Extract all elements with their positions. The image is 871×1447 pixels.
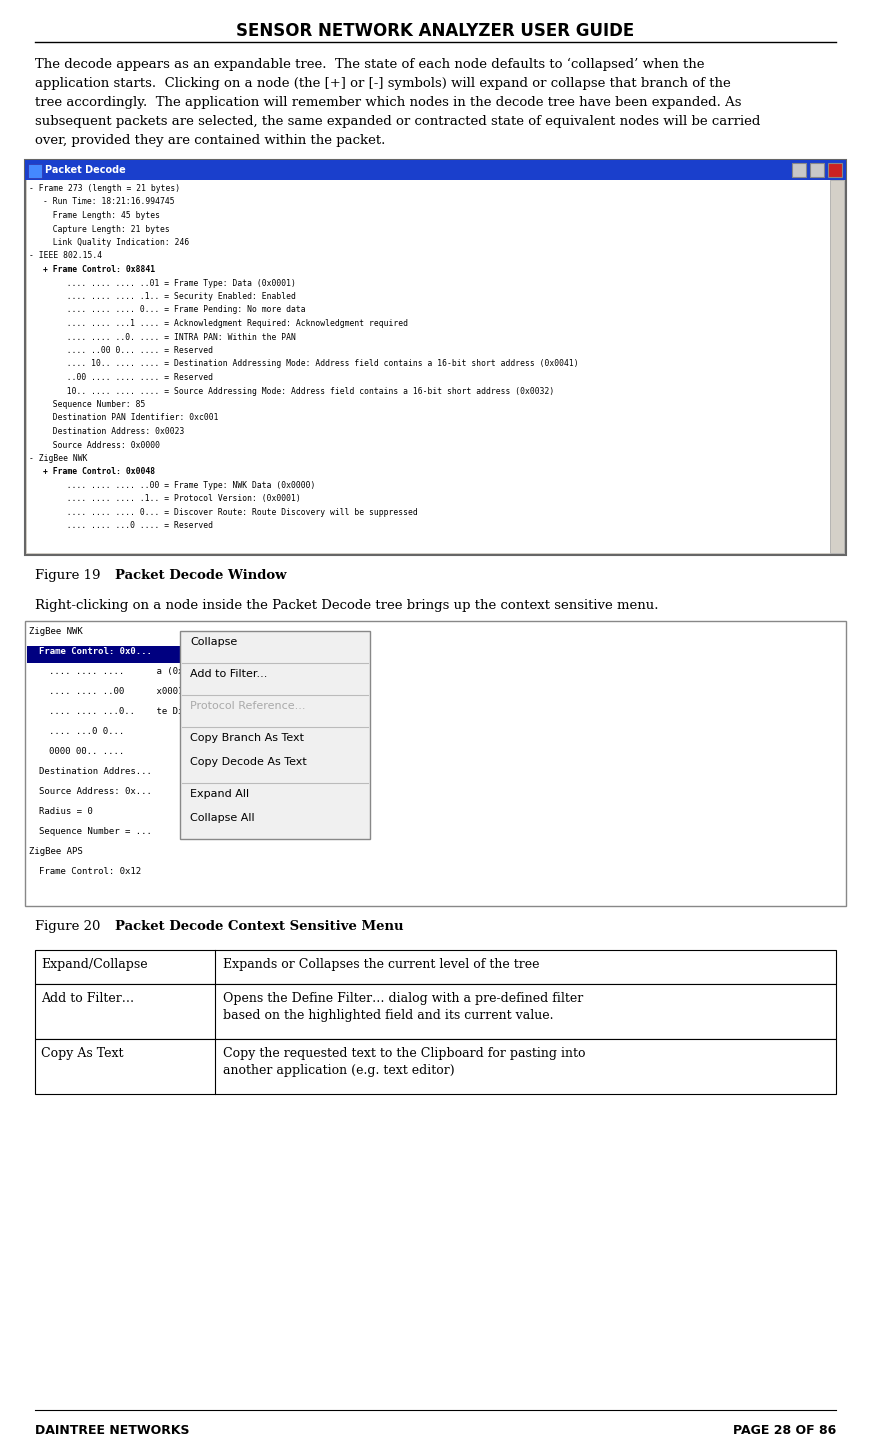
- Text: 10.. .... .... .... = Source Addressing Mode: Address field contains a 16-bit sh: 10.. .... .... .... = Source Addressing …: [57, 386, 554, 395]
- Bar: [25, 161, 846, 556]
- Text: Collapse: Collapse: [190, 637, 237, 647]
- Text: Collapse All: Collapse All: [190, 813, 254, 823]
- Text: .... .... .... ..01 = Frame Type: Data (0x0001): .... .... .... ..01 = Frame Type: Data (…: [57, 278, 296, 288]
- Text: 0000 00.. ....: 0000 00.. ....: [49, 747, 125, 755]
- Text: .... ...0 0...: .... ...0 0...: [49, 726, 125, 737]
- Text: ZigBee NWK: ZigBee NWK: [29, 627, 83, 637]
- Text: Figure 20: Figure 20: [35, 920, 100, 933]
- Bar: [28, 164, 42, 178]
- Text: .... .... .... .1.. = Protocol Version: (0x0001): .... .... .... .1.. = Protocol Version: …: [57, 495, 300, 504]
- Text: Frame Control: 0x0...: Frame Control: 0x0...: [39, 647, 152, 655]
- Text: .... .... ...1 .... = Acknowledgment Required: Acknowledgment required: .... .... ...1 .... = Acknowledgment Req…: [57, 318, 408, 328]
- Text: .... 10.. .... .... = Destination Addressing Mode: Address field contains a 16-b: .... 10.. .... .... = Destination Addres…: [57, 359, 578, 369]
- Bar: [27, 179, 830, 553]
- Text: Copy Decode As Text: Copy Decode As Text: [190, 757, 307, 767]
- Text: application starts.  Clicking on a node (the [+] or [-] symbols) will expand or : application starts. Clicking on a node (…: [35, 77, 731, 90]
- Text: Add to Filter...: Add to Filter...: [190, 669, 267, 679]
- Text: Link Quality Indication: 246: Link Quality Indication: 246: [43, 237, 189, 247]
- Text: .... .... ...0 .... = Reserved: .... .... ...0 .... = Reserved: [57, 521, 213, 531]
- Text: Source Address: 0x...: Source Address: 0x...: [39, 787, 152, 796]
- Text: Destination PAN Identifier: 0xc001: Destination PAN Identifier: 0xc001: [43, 414, 219, 423]
- Text: Add to Filter…: Add to Filter…: [41, 993, 134, 1006]
- Text: + Frame Control: 0x8841: + Frame Control: 0x8841: [43, 265, 155, 273]
- Text: subsequent packets are selected, the same expanded or contracted state of equiva: subsequent packets are selected, the sam…: [35, 114, 760, 127]
- Text: Radius = 0: Radius = 0: [39, 807, 92, 816]
- Text: Destination Addres...: Destination Addres...: [39, 767, 152, 776]
- Text: - ZigBee NWK: - ZigBee NWK: [29, 454, 87, 463]
- Text: The decode appears as an expandable tree.  The state of each node defaults to ‘c: The decode appears as an expandable tree…: [35, 58, 705, 71]
- Text: - Run Time: 18:21:16.994745: - Run Time: 18:21:16.994745: [43, 197, 174, 207]
- Text: Expand All: Expand All: [190, 789, 249, 799]
- Text: Sequence Number: 85: Sequence Number: 85: [43, 399, 145, 410]
- Text: over, provided they are contained within the packet.: over, provided they are contained within…: [35, 135, 385, 148]
- Text: Opens the Define Filter… dialog with a pre-defined filter: Opens the Define Filter… dialog with a p…: [223, 993, 584, 1006]
- Text: - IEEE 802.15.4: - IEEE 802.15.4: [29, 252, 102, 260]
- Text: another application (e.g. text editor): another application (e.g. text editor): [223, 1064, 455, 1077]
- Text: Packet Decode Context Sensitive Menu: Packet Decode Context Sensitive Menu: [115, 920, 403, 933]
- Text: Packet Decode: Packet Decode: [45, 165, 125, 175]
- Text: .... .... ..00      x0001): .... .... ..00 x0001): [49, 687, 189, 696]
- Bar: [25, 621, 846, 906]
- Text: SENSOR NETWORK ANALYZER USER GUIDE: SENSOR NETWORK ANALYZER USER GUIDE: [236, 22, 635, 41]
- Text: Copy As Text: Copy As Text: [41, 1048, 124, 1061]
- Bar: [810, 164, 824, 177]
- Bar: [35, 1039, 836, 1094]
- Text: PAGE 28 OF 86: PAGE 28 OF 86: [733, 1424, 836, 1437]
- Text: Right-clicking on a node inside the Packet Decode tree brings up the context sen: Right-clicking on a node inside the Pack…: [35, 599, 658, 612]
- Text: Figure 19: Figure 19: [35, 569, 100, 582]
- Text: Copy Branch As Text: Copy Branch As Text: [190, 734, 304, 742]
- Text: .... ..00 0... .... = Reserved: .... ..00 0... .... = Reserved: [57, 346, 213, 355]
- Text: ..00 .... .... .... = Reserved: ..00 .... .... .... = Reserved: [57, 373, 213, 382]
- Text: Expands or Collapses the current level of the tree: Expands or Collapses the current level o…: [223, 958, 539, 971]
- Text: .... .... ....      a (0x0000): .... .... .... a (0x0000): [49, 667, 210, 676]
- Bar: [25, 161, 846, 179]
- Text: .... .... .... ..00 = Frame Type: NWK Data (0x0000): .... .... .... ..00 = Frame Type: NWK Da…: [57, 480, 315, 491]
- Text: DAINTREE NETWORKS: DAINTREE NETWORKS: [35, 1424, 190, 1437]
- Text: .... .... ...0..    te Discovery will be suppressed: .... .... ...0.. te Discovery will be su…: [49, 708, 323, 716]
- Text: .... .... ..0. .... = INTRA PAN: Within the PAN: .... .... ..0. .... = INTRA PAN: Within …: [57, 333, 296, 341]
- Text: Expand/Collapse: Expand/Collapse: [41, 958, 147, 971]
- Text: based on the highlighted field and its current value.: based on the highlighted field and its c…: [223, 1009, 553, 1022]
- Text: Copy the requested text to the Clipboard for pasting into: Copy the requested text to the Clipboard…: [223, 1048, 585, 1061]
- Text: .... .... .... 0... = Frame Pending: No more data: .... .... .... 0... = Frame Pending: No …: [57, 305, 306, 314]
- Text: ZigBee APS: ZigBee APS: [29, 846, 83, 857]
- Text: Frame Control: 0x12: Frame Control: 0x12: [39, 867, 141, 875]
- Text: tree accordingly.  The application will remember which nodes in the decode tree : tree accordingly. The application will r…: [35, 96, 741, 109]
- Bar: [828, 164, 842, 177]
- Text: Frame Length: 45 bytes: Frame Length: 45 bytes: [43, 211, 160, 220]
- Text: .... .... .... .1.. = Security Enabled: Enabled: .... .... .... .1.. = Security Enabled: …: [57, 292, 296, 301]
- Text: Packet Decode Window: Packet Decode Window: [115, 569, 287, 582]
- Text: Destination Address: 0x0023: Destination Address: 0x0023: [43, 427, 185, 436]
- Text: Sequence Number = ...: Sequence Number = ...: [39, 828, 152, 836]
- Text: - Frame 273 (length = 21 bytes): - Frame 273 (length = 21 bytes): [29, 184, 180, 192]
- Text: + Frame Control: 0x0048: + Frame Control: 0x0048: [43, 467, 155, 476]
- Text: Source Address: 0x0000: Source Address: 0x0000: [43, 440, 160, 450]
- Bar: [180, 631, 370, 839]
- Bar: [27, 645, 197, 663]
- Bar: [830, 179, 844, 553]
- Bar: [792, 164, 806, 177]
- Text: Protocol Reference...: Protocol Reference...: [190, 700, 306, 710]
- Bar: [35, 984, 836, 1039]
- Text: Capture Length: 21 bytes: Capture Length: 21 bytes: [43, 224, 170, 233]
- Bar: [35, 951, 836, 984]
- Text: .... .... .... 0... = Discover Route: Route Discovery will be suppressed: .... .... .... 0... = Discover Route: Ro…: [57, 508, 418, 517]
